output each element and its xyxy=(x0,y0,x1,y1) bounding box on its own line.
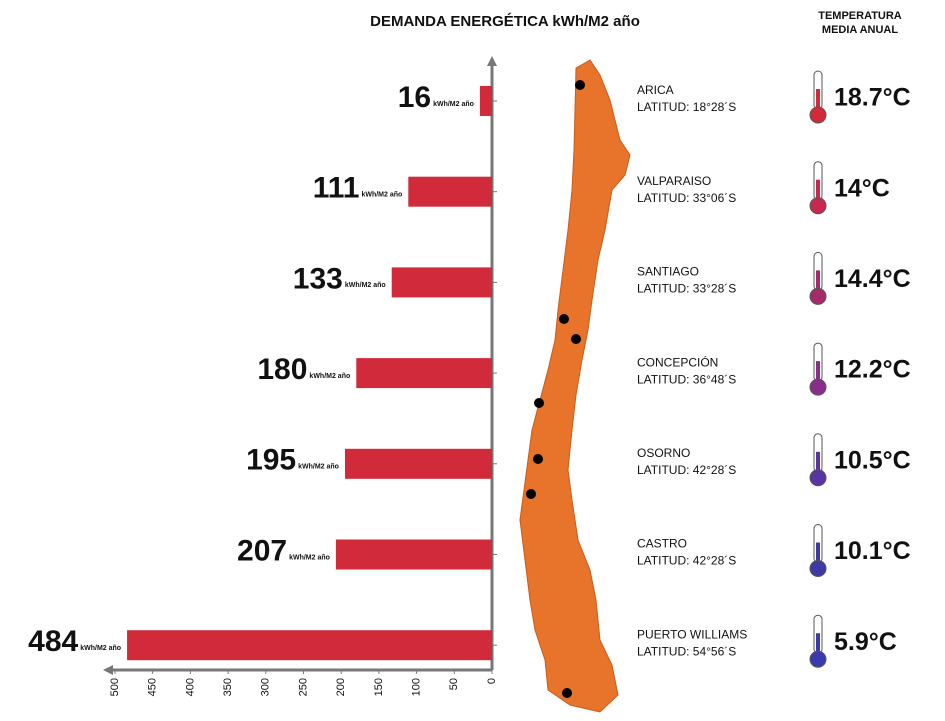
temperature-label: 14°C xyxy=(834,174,890,202)
thermometer-bulb xyxy=(809,650,827,668)
thermometer-bulb xyxy=(809,378,827,396)
x-tick-label: 150 xyxy=(373,678,385,696)
temperature-label: 10.1°C xyxy=(834,537,911,565)
x-tick-label: 200 xyxy=(335,678,347,696)
thermometer-fill xyxy=(816,270,820,293)
value-label: 111 xyxy=(313,172,360,205)
thermometer-fill xyxy=(816,89,820,111)
value-label: 16 xyxy=(398,81,431,114)
city-name: SANTIAGO xyxy=(637,265,699,279)
chart-title: DEMANDA ENERGÉTICA kWh/M2 año xyxy=(370,13,640,30)
bar xyxy=(344,448,492,479)
thermometer-bulb xyxy=(809,106,827,124)
thermometer-fill xyxy=(816,361,820,384)
city-name: ARICA xyxy=(637,83,674,97)
thermometer xyxy=(809,614,827,668)
city-name: OSORNO xyxy=(637,446,690,460)
map-dot xyxy=(533,454,543,464)
value-label: 484 xyxy=(28,625,78,658)
thermometer-bulb xyxy=(809,287,827,305)
x-tick-label: 450 xyxy=(147,678,159,696)
city-latitude: LATITUD: 33°06´S xyxy=(637,191,736,205)
x-tick-label: 50 xyxy=(448,678,460,690)
bar xyxy=(391,267,492,298)
axis-arrow xyxy=(103,665,113,675)
temperature-title: MEDIA ANUAL xyxy=(822,24,898,36)
map xyxy=(519,59,631,713)
city-name: VALPARAISO xyxy=(637,174,711,188)
city-name: PUERTO WILLIAMS xyxy=(637,627,747,641)
x-tick-label: 300 xyxy=(260,678,272,696)
thermometer xyxy=(809,70,827,124)
map-dot xyxy=(534,398,544,408)
bar xyxy=(127,630,493,661)
city-latitude: LATITUD: 42°28´S xyxy=(637,554,736,568)
city-latitude: LATITUD: 54°56´S xyxy=(637,644,736,658)
x-tick-label: 0 xyxy=(486,678,498,684)
value-unit: kWh/M2 año xyxy=(309,373,350,380)
temperature-title: TEMPERATURA xyxy=(818,10,902,22)
map-dot xyxy=(571,334,581,344)
thermometer xyxy=(809,161,827,215)
value-unit: kWh/M2 año xyxy=(298,464,339,471)
value-unit: kWh/M2 año xyxy=(361,192,402,199)
value-unit: kWh/M2 año xyxy=(345,282,386,289)
x-tick-label: 350 xyxy=(222,678,234,696)
city-latitude: LATITUD: 42°28´S xyxy=(637,463,736,477)
temperature-label: 18.7°C xyxy=(834,84,911,112)
value-label: 195 xyxy=(246,444,296,477)
x-tick-label: 250 xyxy=(297,678,309,696)
temperature-label: 5.9°C xyxy=(834,628,897,656)
value-label: 180 xyxy=(257,353,307,386)
thermometer-bulb xyxy=(809,560,827,577)
thermometer-bulb xyxy=(809,469,827,487)
value-unit: kWh/M2 año xyxy=(289,554,330,561)
thermometer-fill xyxy=(816,542,820,565)
map-dot xyxy=(559,314,569,324)
bar xyxy=(479,86,492,116)
city-latitude: LATITUD: 18°28´S xyxy=(637,100,736,114)
x-tick-label: 500 xyxy=(109,678,121,696)
city-latitude: LATITUD: 36°48´S xyxy=(637,372,736,386)
city-name: CONCEPCIÓN xyxy=(637,354,718,369)
value-label: 207 xyxy=(237,534,287,567)
value-unit: kWh/M2 año xyxy=(80,645,121,652)
city-name: CASTRO xyxy=(637,537,687,551)
map-shape xyxy=(519,59,631,713)
value-label: 133 xyxy=(293,262,343,295)
bar xyxy=(356,358,492,389)
axis-arrow xyxy=(487,56,497,66)
bar xyxy=(335,539,492,570)
thermometer-fill xyxy=(816,633,820,656)
bar xyxy=(408,176,492,207)
thermometer xyxy=(809,251,827,305)
thermometer xyxy=(809,524,827,577)
x-tick-label: 100 xyxy=(411,678,423,696)
thermometer-fill xyxy=(816,451,820,474)
temperature-label: 12.2°C xyxy=(834,356,911,384)
x-tick-label: 400 xyxy=(184,678,196,696)
temperature-label: 14.4°C xyxy=(834,265,911,293)
thermometer xyxy=(809,342,827,396)
map-dot xyxy=(562,688,572,698)
temperature-label: 10.5°C xyxy=(834,446,911,474)
thermometer xyxy=(809,433,827,487)
thermometer-fill xyxy=(816,179,820,202)
map-dot xyxy=(526,489,536,499)
thermometer-bulb xyxy=(809,197,827,215)
value-unit: kWh/M2 año xyxy=(433,101,474,108)
map-dot xyxy=(575,80,585,90)
city-latitude: LATITUD: 33°28´S xyxy=(637,282,736,296)
